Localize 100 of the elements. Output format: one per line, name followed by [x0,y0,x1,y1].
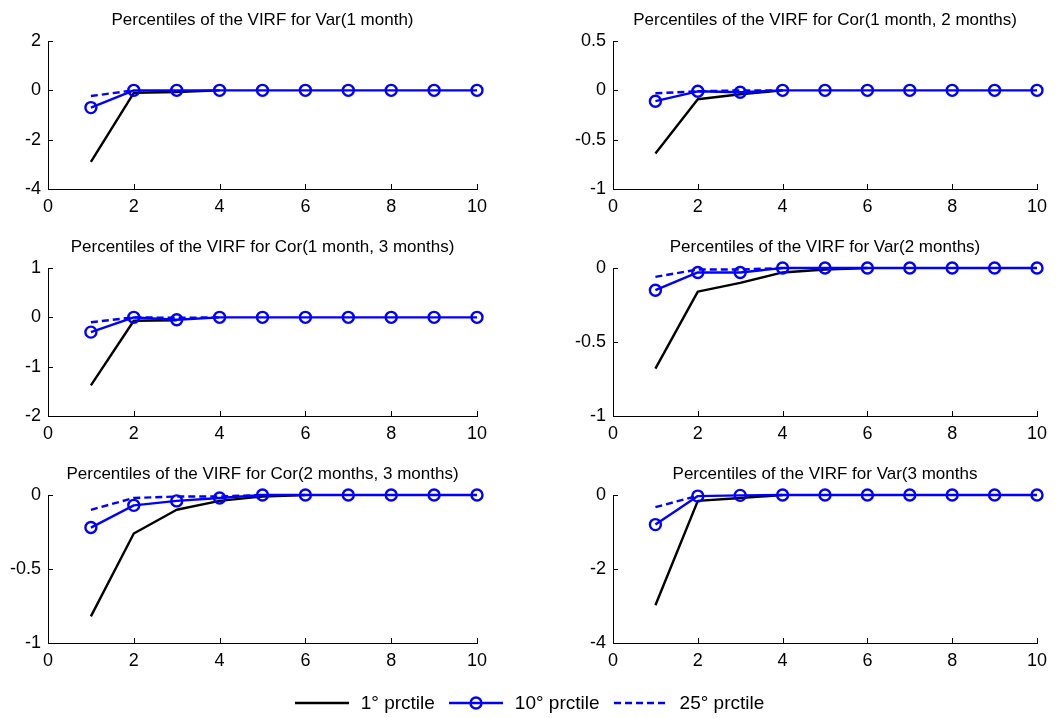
y-tick-label: -1 [24,631,41,652]
x-tick-label: 2 [128,195,139,216]
point [170,494,184,508]
x-tick-label: 4 [777,649,788,670]
point [860,83,875,98]
point [212,491,227,505]
point [127,498,141,513]
x-tick-label: 6 [862,649,873,670]
x-tick-label: 6 [300,649,311,670]
y-tick-label: -2 [589,557,606,578]
point [691,489,705,503]
point [384,488,398,502]
x-tick-label: 2 [692,195,703,216]
x-tick-label: 6 [862,195,873,216]
y-tick-label: -1 [24,355,41,376]
y-tick-label: 0 [595,79,606,100]
point [903,261,917,275]
point [84,520,98,535]
y-tick-label: 0 [595,483,606,504]
point [860,261,875,275]
y-tick-label: 2 [30,29,41,50]
point [1030,488,1044,502]
point [427,310,441,325]
point [170,313,184,327]
y-tick-label: -0.5 [574,128,606,149]
point [341,310,355,325]
point [384,310,398,325]
x-tick-label: 8 [947,422,958,443]
y-tick-label: 0 [30,79,41,100]
x-tick-label: 8 [947,649,958,670]
x-tick-label: 8 [386,422,397,443]
y-tick-label: 0.5 [580,29,606,50]
x-tick-label: 2 [128,422,139,443]
x-tick-label: 2 [692,649,703,670]
point [470,488,484,502]
point [298,488,313,502]
x-tick-label: 4 [214,649,225,670]
point [987,83,1002,98]
point [212,310,227,325]
point [1030,261,1044,275]
chart-title: Percentiles of the VIRF for Var(2 months) [669,237,981,257]
chart-title: Percentiles of the VIRF for Cor(2 months, 3 months) [66,464,459,484]
x-tick-label: 10 [1026,195,1048,216]
legend-label: 1° prctile [360,692,435,714]
x-tick-label: 10 [466,649,488,670]
point [84,325,98,339]
x-tick-label: 6 [862,422,873,443]
x-tick-label: 2 [692,422,703,443]
x-tick-label: 10 [1026,422,1048,443]
point [691,265,705,280]
point [255,310,270,325]
point [987,488,1002,502]
chart-title: Percentiles of the VIRF for Cor(1 month, 2 months) [633,10,1017,30]
point [733,488,747,503]
y-tick-label: -0.5 [9,557,41,578]
x-tick-label: 10 [466,195,488,216]
y-tick-label: -4 [24,177,41,198]
point [818,83,832,98]
point [733,265,747,280]
y-tick-label: -1 [589,177,606,198]
point [648,283,663,297]
point [341,488,355,502]
point [427,488,441,502]
x-tick-label: 6 [300,195,311,216]
point [127,310,141,325]
point [987,261,1002,275]
y-tick-label: -2 [24,404,41,425]
point [903,83,917,98]
point [733,85,747,100]
x-tick-label: 10 [1026,649,1048,670]
point [818,488,832,502]
y-tick-label: -4 [589,631,606,652]
chart-title: Percentiles of the VIRF for Cor(1 month, 3 months) [70,237,455,257]
x-tick-label: 8 [947,195,958,216]
y-tick-label: 0 [595,256,606,277]
point [945,488,959,502]
point [945,261,959,275]
point [775,488,790,502]
x-tick-label: 10 [466,422,488,443]
y-tick-label: 0 [30,483,41,504]
point [818,261,832,275]
x-tick-label: 8 [386,649,397,670]
point [648,94,663,108]
x-tick-label: 2 [128,649,139,670]
y-tick-label: 1 [30,256,41,277]
legend-label: 25° prctile [679,692,765,714]
point [903,488,917,502]
x-tick-label: 6 [300,422,311,443]
point [775,261,790,275]
point [255,488,270,502]
point [1030,83,1044,98]
point [945,83,959,98]
y-tick-label: -2 [24,128,41,149]
chart-title: Percentiles of the VIRF for Var(1 month) [111,10,414,30]
x-tick-label: 4 [777,422,788,443]
point [691,84,705,99]
chart-title: Percentiles of the VIRF for Var(3 months [672,464,978,484]
x-tick-label: 4 [777,195,788,216]
point [648,517,663,532]
y-tick-label: -0.5 [574,330,606,351]
